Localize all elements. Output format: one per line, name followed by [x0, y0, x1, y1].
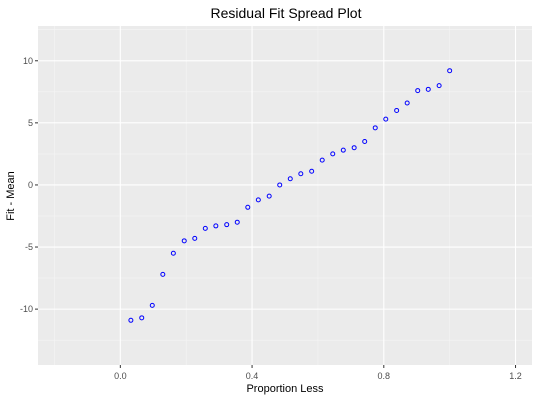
y-tick-label: 5: [28, 118, 33, 128]
data-point: [149, 302, 155, 308]
data-point: [372, 125, 378, 131]
data-point: [181, 238, 187, 244]
y-axis: -10 -5 0 5 10: [20, 56, 38, 314]
x-axis: 0.0 0.4 0.8 1.2: [114, 365, 522, 381]
data-point: [192, 235, 198, 241]
data-point: [340, 147, 346, 153]
y-axis-label: Fit - Mean: [5, 171, 17, 221]
y-tick-label: -10: [20, 304, 33, 314]
data-point: [436, 83, 442, 89]
data-point: [202, 225, 208, 231]
data-point: [415, 88, 421, 94]
data-point: [224, 222, 230, 228]
data-point: [139, 315, 145, 321]
data-point: [447, 68, 453, 74]
y-tick-label: 0: [28, 180, 33, 190]
data-point: [309, 168, 315, 174]
data-point: [287, 176, 293, 182]
data-point: [213, 223, 219, 229]
data-point: [234, 219, 240, 225]
data-point: [330, 151, 336, 157]
data-point: [425, 86, 431, 92]
x-tick-label: 0.8: [378, 371, 391, 381]
data-point: [277, 182, 283, 188]
y-tick-label: 10: [23, 56, 33, 66]
major-grid: [38, 26, 532, 365]
data-point: [170, 250, 176, 256]
data-point: [404, 100, 410, 106]
data-points: [128, 68, 453, 323]
x-tick-label: 0.4: [246, 371, 259, 381]
data-point: [319, 157, 325, 163]
data-point: [255, 197, 261, 203]
data-point: [245, 204, 251, 210]
x-tick-label: 1.2: [509, 371, 522, 381]
y-tick-label: -5: [25, 242, 33, 252]
data-point: [383, 116, 389, 122]
data-point: [266, 193, 272, 199]
data-point: [362, 138, 368, 144]
chart-title: Residual Fit Spread Plot: [211, 5, 362, 21]
data-point: [351, 145, 357, 151]
data-point: [298, 171, 304, 177]
data-point: [128, 317, 134, 323]
plot-panel: [38, 26, 532, 365]
data-point: [160, 271, 166, 277]
x-axis-label: Proportion Less: [246, 383, 324, 395]
x-tick-label: 0.0: [114, 371, 127, 381]
data-point: [394, 107, 400, 113]
